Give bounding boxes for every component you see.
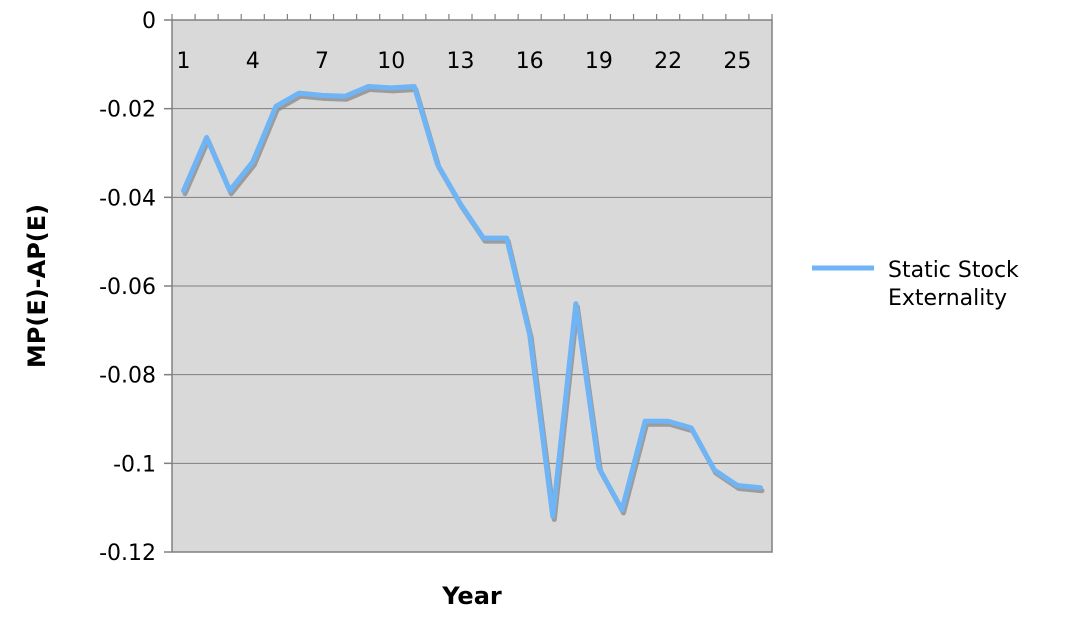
legend[interactable]: Static Stock Externality — [812, 258, 1019, 311]
x-tick-label: 1 — [177, 49, 191, 74]
series-layer — [181, 84, 765, 523]
legend-label-line: Externality — [888, 286, 1007, 311]
y-tick-label: -0.12 — [99, 541, 156, 566]
y-tick-label: -0.02 — [99, 98, 156, 123]
x-tick-label: 10 — [377, 49, 405, 74]
x-tick-label: 19 — [585, 49, 613, 74]
x-tick-label: 16 — [516, 49, 544, 74]
legend-label-line: Static Stock — [888, 258, 1019, 283]
x-tick-label: 4 — [246, 49, 260, 74]
series-line[interactable] — [181, 84, 763, 520]
x-axis-title: Year — [441, 582, 502, 610]
y-tick-label: 0 — [142, 9, 156, 34]
x-axis-ticks: 1 4 7 10 13 16 19 22 25 — [171, 14, 773, 74]
y-axis-ticks: 0 -0.02 -0.04 -0.06 -0.08 -0.1 -0.12 — [99, 9, 172, 566]
y-tick-label: -0.08 — [99, 364, 156, 389]
x-tick-label: 22 — [654, 49, 682, 74]
y-axis-title: MP(E)-AP(E) — [23, 204, 51, 368]
y-tick-label: -0.04 — [99, 186, 156, 211]
y-tick-label: -0.06 — [99, 275, 156, 300]
y-tick-label: -0.1 — [113, 452, 156, 477]
x-tick-label: 13 — [446, 49, 474, 74]
x-tick-label: 25 — [723, 49, 751, 74]
gridlines — [172, 108, 772, 464]
x-tick-label: 7 — [315, 49, 329, 74]
legend-label: Static Stock Externality — [888, 258, 1019, 311]
